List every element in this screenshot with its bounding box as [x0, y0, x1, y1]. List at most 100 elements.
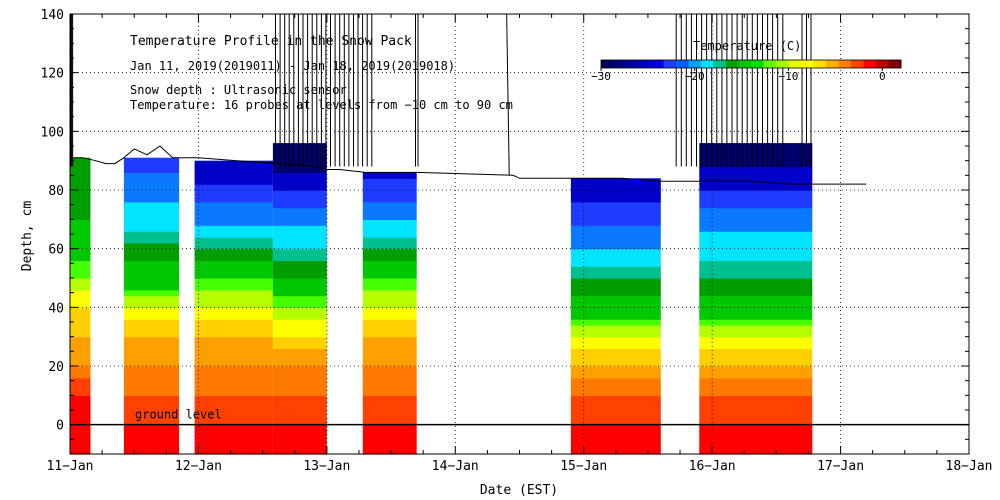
- heat-cell: [123, 225, 180, 232]
- colorbar-swatch: [651, 60, 664, 68]
- heat-cell: [362, 401, 417, 408]
- colorbar-swatch: [676, 60, 689, 68]
- heat-cell: [699, 254, 813, 261]
- heat-cell: [570, 295, 661, 303]
- heat-cell: [194, 160, 273, 168]
- heat-cell: [123, 307, 180, 314]
- heat-cell: [272, 195, 327, 203]
- heat-cell: [123, 324, 180, 332]
- heat-cell: [570, 195, 661, 203]
- colorbar-swatch: [738, 60, 752, 68]
- heat-cell: [70, 366, 91, 373]
- colorbar-tick-label: −30: [591, 70, 611, 83]
- heat-cell: [123, 236, 180, 244]
- colorbar-swatch: [888, 60, 902, 68]
- heat-cell: [699, 342, 813, 349]
- heat-cell: [570, 254, 661, 261]
- heat-cell: [272, 295, 327, 303]
- heat-cell: [70, 324, 91, 332]
- y-axis-label: Depth, cm: [20, 201, 35, 272]
- heat-cell: [194, 377, 273, 385]
- colorbar-swatch: [776, 60, 789, 68]
- heat-cell: [194, 418, 273, 426]
- heat-cell: [123, 157, 180, 162]
- heat-cell: [194, 213, 273, 220]
- heat-cell: [362, 260, 417, 267]
- heat-cell: [699, 266, 813, 273]
- colorbar-swatch: [826, 60, 839, 68]
- heat-cell: [570, 219, 661, 226]
- heat-cell: [362, 336, 417, 344]
- heat-cell: [570, 278, 661, 285]
- snow-depth-polyline: [70, 145, 867, 185]
- heat-cell: [272, 184, 327, 191]
- y-tick-label: 60: [48, 243, 64, 258]
- heat-cell: [362, 213, 417, 220]
- heat-cell: [362, 348, 417, 355]
- heat-cell: [194, 272, 273, 279]
- heat-cell: [362, 442, 417, 449]
- heat-cell: [70, 289, 91, 297]
- heat-cell: [123, 295, 180, 303]
- heat-cell: [70, 219, 91, 226]
- heat-cell: [123, 289, 180, 297]
- heat-cell: [362, 424, 417, 432]
- heat-cell: [123, 254, 180, 261]
- heat-cell: [194, 236, 273, 244]
- heat-cell: [699, 166, 813, 173]
- heat-cell: [570, 289, 661, 297]
- heat-cell: [70, 178, 91, 185]
- heat-cell: [699, 430, 813, 437]
- heat-cell: [362, 360, 417, 367]
- heat-cell: [570, 354, 661, 361]
- heat-cell: [194, 313, 273, 320]
- data-segment-1: [123, 157, 180, 455]
- heat-cell: [70, 307, 91, 314]
- heat-cell: [272, 324, 327, 332]
- heat-cell: [570, 430, 661, 437]
- heat-cell: [699, 289, 813, 297]
- heat-cell: [70, 195, 91, 203]
- data-segment-0: [70, 157, 91, 455]
- heat-cell: [272, 207, 327, 215]
- heat-cell: [699, 283, 813, 291]
- heat-cell: [70, 242, 91, 250]
- heat-cell: [699, 225, 813, 232]
- heat-cell: [70, 395, 91, 402]
- heat-cell: [70, 160, 91, 168]
- heat-cell: [272, 412, 327, 420]
- y-tick-label: 40: [48, 301, 64, 316]
- heat-cell: [194, 319, 273, 326]
- heat-cell: [70, 254, 91, 261]
- temperature-note: Temperature: 16 probes at levels from −1…: [130, 98, 513, 112]
- heat-cell: [272, 172, 327, 179]
- heat-cell: [123, 242, 180, 250]
- heat-cell: [362, 172, 417, 179]
- heat-cell: [272, 407, 327, 414]
- heat-cell: [123, 448, 180, 455]
- heat-cell: [272, 154, 327, 162]
- heat-cell: [570, 360, 661, 367]
- heat-cell: [70, 342, 91, 349]
- heat-cell: [123, 383, 180, 391]
- heat-cell: [699, 195, 813, 203]
- heat-cell: [123, 201, 180, 209]
- heat-cell: [570, 407, 661, 414]
- heat-cell: [70, 383, 91, 391]
- heat-cell: [570, 395, 661, 402]
- heat-cell: [70, 424, 91, 432]
- heat-cell: [570, 348, 661, 355]
- y-tick-label: 20: [48, 360, 64, 375]
- snow-depth-line: [70, 13, 867, 185]
- heat-cell: [699, 301, 813, 308]
- y-tick-label: 100: [41, 125, 64, 140]
- heat-cell: [699, 424, 813, 432]
- heat-cell: [570, 377, 661, 385]
- heat-cell: [362, 354, 417, 361]
- heat-cell: [194, 289, 273, 297]
- heat-cell: [272, 307, 327, 314]
- heat-cell: [70, 360, 91, 367]
- colorbar-swatch: [638, 60, 652, 68]
- heat-cell: [570, 313, 661, 320]
- heat-cell: [123, 360, 180, 367]
